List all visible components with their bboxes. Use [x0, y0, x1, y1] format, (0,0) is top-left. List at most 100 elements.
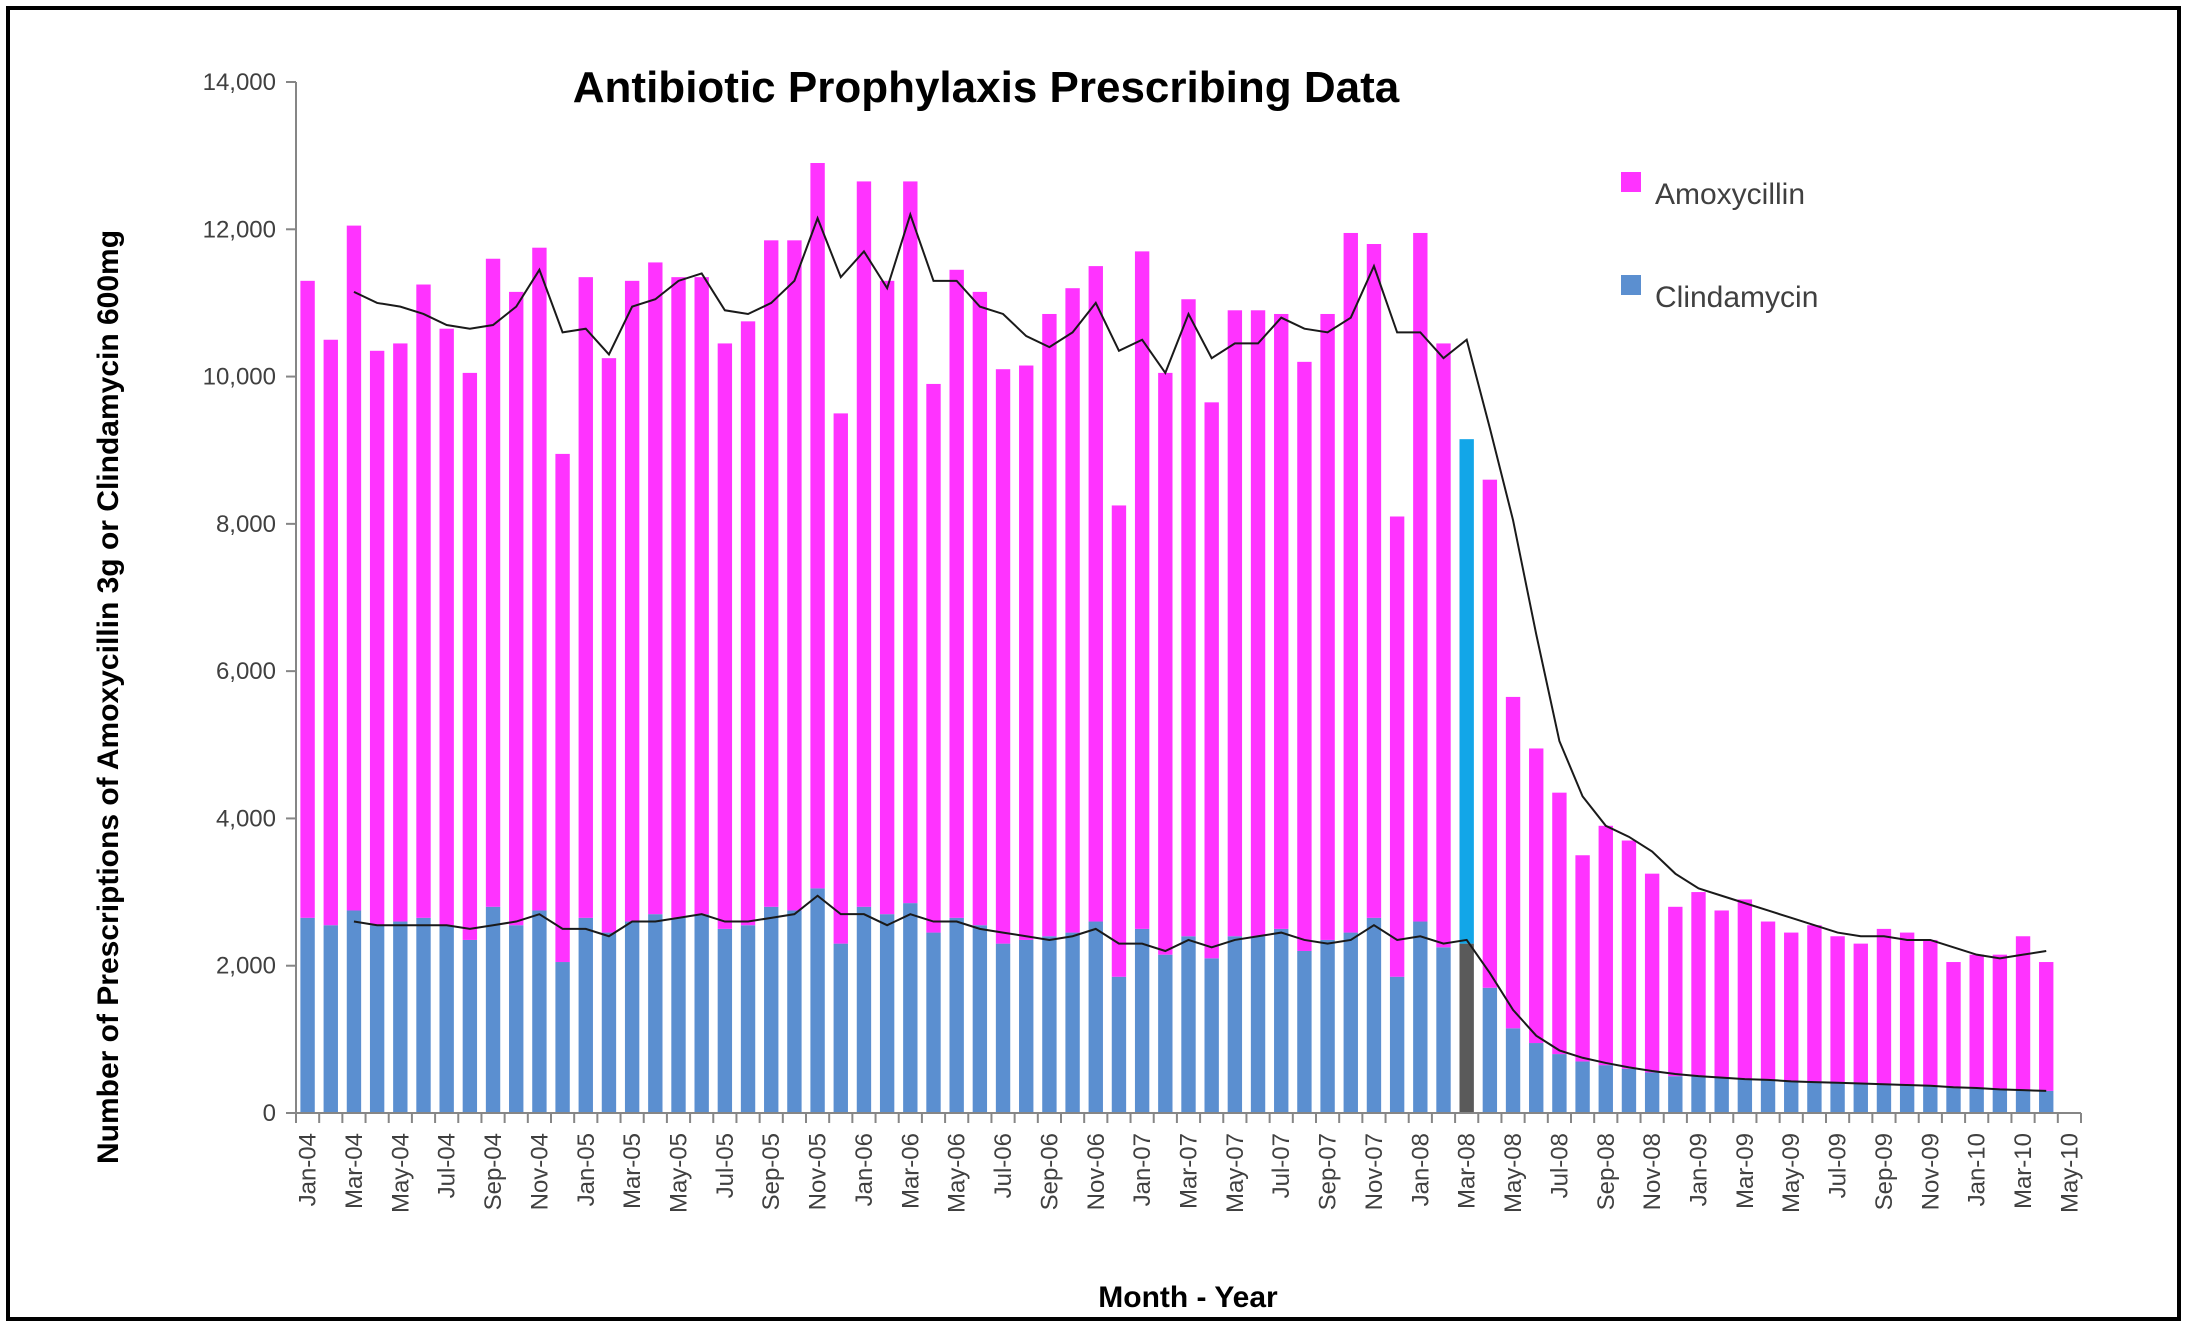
bar-amoxycillin-May-07: [1227, 310, 1243, 937]
x-tick-label-Jan-06: Jan-06: [851, 1133, 878, 1206]
bars-layer: [300, 163, 2054, 1113]
bar-clindamycin-Sep-07: [1320, 939, 1335, 1113]
bar-clindamycin-May-07: [1227, 936, 1243, 1113]
bar-clindamycin-Feb-08: [1436, 947, 1451, 1113]
x-tick-label-Jan-07: Jan-07: [1129, 1133, 1156, 1206]
bar-clindamycin-Dec-08: [1668, 1076, 1683, 1113]
bar-clindamycin-Oct-09: [1899, 1085, 1915, 1113]
bar-amoxycillin-Apr-10: [2039, 962, 2054, 1091]
bar-amoxycillin-Feb-09: [1714, 910, 1729, 1078]
bar-amoxycillin-Sep-07: [1320, 313, 1335, 940]
bar-amoxycillin-Nov-04: [532, 247, 547, 911]
trendline-total: [353, 211, 2047, 960]
bar-amoxycillin-Dec-08: [1668, 906, 1683, 1077]
bar-amoxycillin-Jan-10: [1969, 954, 1984, 1089]
y-tick-label: 12,000: [203, 216, 276, 243]
x-tick-label-Nov-04: Nov-04: [526, 1133, 553, 1210]
y-axis-title: Number of Prescriptions of Amoxycillin 3…: [92, 230, 125, 1164]
bar-amoxycillin-Sep-09: [1876, 928, 1892, 1085]
bar-amoxycillin-Dec-06: [1111, 505, 1127, 977]
bar-clindamycin-Aug-08: [1575, 1061, 1590, 1113]
x-tick-label-Mar-07: Mar-07: [1176, 1133, 1203, 1209]
bar-clindamycin-Jan-10: [1969, 1088, 1984, 1113]
bar-clindamycin-Oct-05: [787, 910, 802, 1113]
bar-clindamycin-Dec-09: [1946, 1087, 1961, 1113]
bar-clindamycin-Sep-06: [1042, 936, 1057, 1113]
x-tick-label-Sep-07: Sep-07: [1315, 1133, 1342, 1210]
bar-amoxycillin-Nov-05: [810, 163, 825, 889]
chart-title: Antibiotic Prophylaxis Prescribing Data: [573, 63, 1400, 112]
bar-clindamycin-Feb-07: [1158, 954, 1173, 1113]
x-tick-label-Nov-09: Nov-09: [1917, 1133, 1944, 1210]
x-tick-label-Mar-10: Mar-10: [2010, 1133, 2037, 1209]
bar-amoxycillin-Aug-07: [1297, 361, 1312, 951]
x-tick-label-Sep-04: Sep-04: [480, 1133, 507, 1210]
x-tick-label-Jul-09: Jul-09: [1825, 1133, 1852, 1198]
bar-clindamycin-Jun-05: [694, 914, 709, 1113]
bar-clindamycin-Aug-05: [740, 925, 756, 1113]
bar-amoxycillin-Jan-04: [300, 280, 315, 918]
bar-amoxycillin-Dec-05: [833, 413, 848, 944]
bar-amoxycillin-Jun-07: [1250, 310, 1266, 937]
bar-amoxycillin-Mar-04: [346, 225, 362, 911]
bar-amoxycillin-Jan-05: [578, 277, 593, 918]
bar-amoxycillin-Jul-06: [995, 369, 1011, 944]
x-tick-label-Nov-07: Nov-07: [1361, 1133, 1388, 1210]
bar-amoxycillin-May-05: [671, 277, 686, 918]
x-tick-label-Jan-09: Jan-09: [1686, 1133, 1713, 1206]
bar-amoxycillin-Jan-09: [1691, 892, 1706, 1077]
bar-clindamycin-Jul-04: [439, 925, 454, 1113]
bar-amoxycillin-May-08: [1505, 696, 1521, 1029]
legend-swatch-amoxycillin: [1621, 172, 1641, 192]
bar-clindamycin-Mar-05: [624, 921, 640, 1113]
bar-amoxycillin-Feb-08: [1436, 343, 1451, 948]
bar-clindamycin-May-06: [949, 917, 964, 1113]
bar-clindamycin-Feb-04: [323, 925, 338, 1113]
bar-clindamycin-Aug-06: [1019, 939, 1034, 1113]
bar-amoxycillin-Feb-07: [1158, 372, 1173, 955]
bar-amoxycillin-Nov-07: [1366, 244, 1382, 918]
bar-clindamycin-Nov-04: [532, 910, 547, 1113]
bar-clindamycin-Feb-06: [879, 914, 895, 1113]
bar-clindamycin-Apr-06: [926, 932, 941, 1113]
bar-amoxycillin-Sep-08: [1598, 825, 1613, 1066]
bar-amoxycillin-Oct-09: [1899, 932, 1915, 1086]
bar-clindamycin-Apr-05: [648, 914, 663, 1113]
x-tick-label-Nov-06: Nov-06: [1083, 1133, 1110, 1210]
bar-clindamycin-Sep-05: [764, 906, 779, 1113]
bar-clindamycin-Sep-08: [1598, 1065, 1613, 1113]
bar-clindamycin-Jan-05: [578, 917, 593, 1113]
bar-clindamycin-May-09: [1784, 1081, 1799, 1113]
trendlines-layer: [353, 211, 2047, 1092]
bar-amoxycillin-Mar-06: [903, 181, 918, 904]
y-tick-label: 2,000: [216, 953, 276, 980]
axes-layer: 0 2,000 4,000 6,000 8,000 10,000 12,000 14,000 J…: [203, 69, 2084, 1213]
x-tick-label-May-05: May-05: [666, 1133, 693, 1213]
y-tick-label: 0: [263, 1100, 276, 1127]
bar-clindamycin-Feb-05: [601, 932, 617, 1113]
bar-clindamycin-Sep-04: [485, 906, 501, 1113]
bar-amoxycillin-Jun-06: [972, 291, 988, 926]
bar-clindamycin-Oct-04: [509, 925, 524, 1113]
x-tick-label-Sep-09: Sep-09: [1871, 1133, 1898, 1210]
x-tick-label-May-10: May-10: [2056, 1133, 2083, 1213]
bar-amoxycillin-Jun-08: [1529, 748, 1544, 1044]
bar-amoxycillin-Aug-08: [1575, 855, 1590, 1062]
x-tick-label-Jul-06: Jul-06: [990, 1133, 1017, 1198]
bar-amoxycillin-Nov-08: [1644, 873, 1660, 1073]
bar-clindamycin-Mar-10: [2015, 1090, 2031, 1113]
x-tick-label-May-08: May-08: [1500, 1133, 1527, 1213]
bar-clindamycin-Aug-09: [1853, 1083, 1868, 1113]
bar-amoxycillin-Apr-07: [1204, 402, 1219, 959]
x-tick-label-Mar-04: Mar-04: [341, 1133, 368, 1209]
bar-amoxycillin-Feb-05: [601, 358, 617, 933]
x-tick-label-Mar-08: Mar-08: [1454, 1133, 1481, 1209]
bar-amoxycillin-Jun-04: [416, 284, 431, 918]
bar-amoxycillin-Feb-10: [1992, 954, 2008, 1090]
bar-clindamycin-Feb-10: [1992, 1089, 2008, 1113]
y-tick-label: 6,000: [216, 658, 276, 685]
bar-amoxycillin-Jan-08: [1413, 232, 1428, 922]
y-tick-label: 10,000: [203, 364, 276, 391]
bar-clindamycin-Jun-08: [1529, 1043, 1544, 1113]
